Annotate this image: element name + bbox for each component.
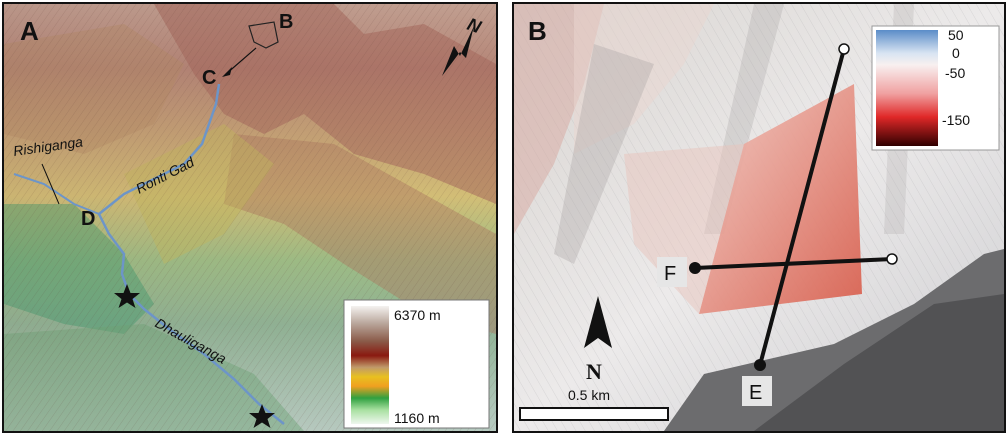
north-arrow-icon [584, 296, 612, 348]
change-legend-tick-minus-50: -50 [945, 65, 965, 81]
north-label-b: N [586, 359, 602, 384]
scar-margin-region [624, 144, 744, 314]
profile-f-label: F [664, 263, 676, 285]
north-arrow-icon [442, 26, 474, 76]
elevation-legend-min: 1160 m [394, 410, 440, 426]
point-b-label: B [279, 11, 293, 33]
profile-e-start-marker [754, 359, 766, 371]
scale-bar [519, 407, 669, 421]
profile-e-label-box [742, 376, 772, 406]
rishiganga-leader-line [41, 163, 60, 205]
change-legend-tick-50: 50 [948, 27, 964, 43]
rishiganga-river-upper [13, 173, 100, 215]
panel-a-svg: A B C D Rishiganga Ronti Gad Dhauliganga… [4, 4, 496, 431]
profile-e-end-marker [838, 43, 850, 55]
profile-line-e [758, 48, 846, 366]
river-channel [97, 83, 285, 425]
panel-a-letter: A [20, 16, 39, 46]
star-marker-upper [114, 284, 140, 308]
elevation-legend-ramp [351, 306, 389, 424]
profile-e-label: E [749, 382, 762, 404]
panel-b-elevation-change-map: E F B 50 0 -50 -150 N 0.5 km [512, 2, 1006, 433]
change-legend-tick-0: 0 [952, 45, 960, 61]
scale-bar-label: 0.5 km [568, 387, 610, 403]
profile-line-f [694, 257, 893, 270]
valley-deep-shadow [754, 294, 1004, 431]
star-marker-lower [249, 404, 275, 428]
profile-f-end-marker [886, 253, 898, 265]
scarp-outline-b [248, 21, 279, 49]
panel-b-letter: B [528, 16, 547, 46]
change-legend-ramp [876, 30, 938, 146]
point-d-label: D [81, 208, 95, 230]
panel-b-svg: E F B 50 0 -50 -150 N 0.5 km [514, 4, 1004, 431]
profile-f-label-box [657, 257, 687, 287]
point-c-label: C [202, 67, 216, 89]
profile-f-start-marker [689, 262, 701, 274]
ridge-shadow-1 [554, 44, 654, 264]
upper-slope-region [574, 4, 714, 154]
change-legend-tick-minus-150: -150 [942, 112, 970, 128]
arrow-b-to-c-head [222, 67, 232, 77]
panel-a-terrain-map: A B C D Rishiganga Ronti Gad Dhauliganga… [2, 2, 498, 433]
elevation-legend-max: 6370 m [394, 307, 441, 323]
